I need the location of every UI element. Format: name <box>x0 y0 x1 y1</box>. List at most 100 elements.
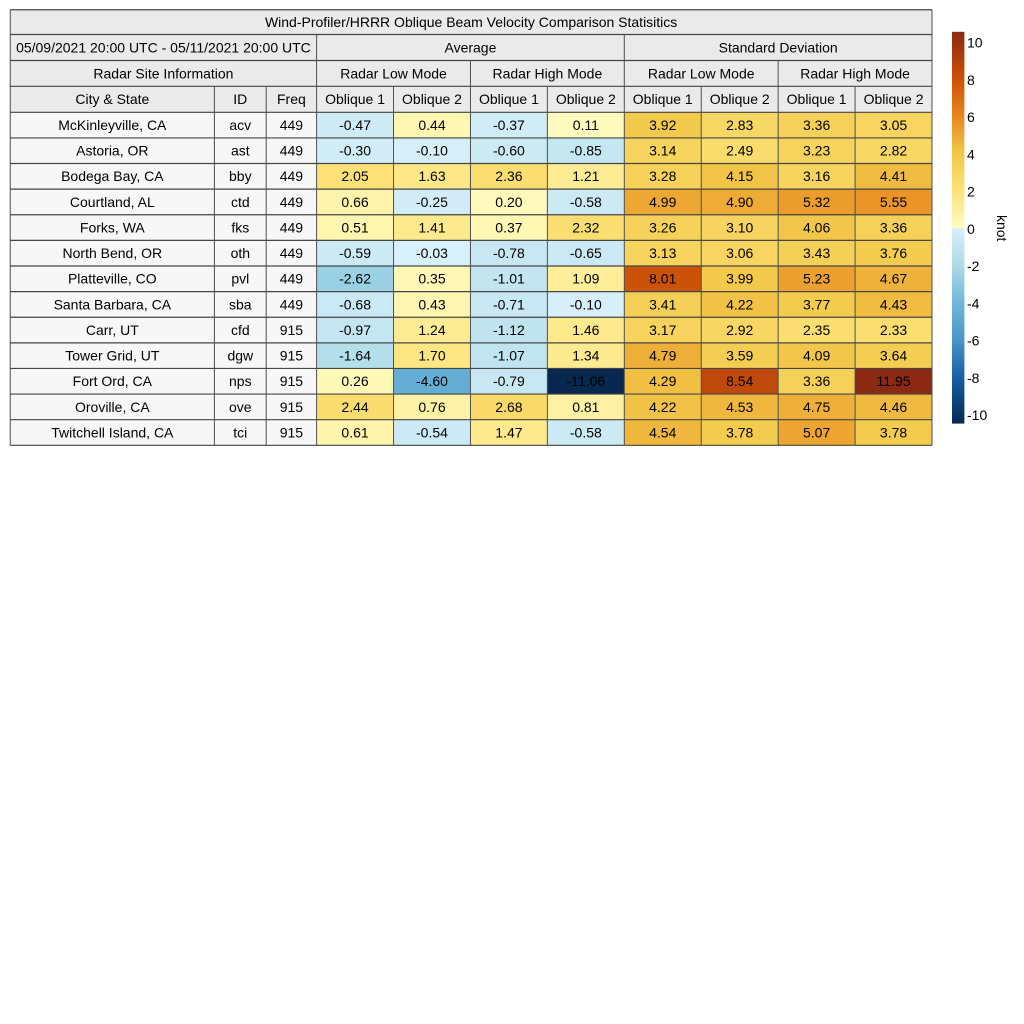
svg-text:Radar Low Mode: Radar Low Mode <box>340 65 447 81</box>
svg-text:449: 449 <box>280 168 304 184</box>
svg-text:-1.01: -1.01 <box>493 271 525 287</box>
svg-text:Twitchell Island, CA: Twitchell Island, CA <box>51 424 174 440</box>
svg-text:2.49: 2.49 <box>726 143 753 159</box>
svg-text:449: 449 <box>280 117 304 133</box>
svg-text:4.53: 4.53 <box>726 399 753 415</box>
svg-text:Oblique 2: Oblique 2 <box>864 91 924 107</box>
svg-text:bby: bby <box>229 168 252 184</box>
svg-text:1.21: 1.21 <box>572 168 599 184</box>
svg-text:8.54: 8.54 <box>726 373 753 389</box>
svg-text:3.10: 3.10 <box>726 219 753 235</box>
svg-text:-0.10: -0.10 <box>416 143 448 159</box>
svg-text:1.24: 1.24 <box>418 322 445 338</box>
svg-text:Oblique 1: Oblique 1 <box>325 91 385 107</box>
svg-text:Platteville, CO: Platteville, CO <box>68 271 157 287</box>
svg-text:0.76: 0.76 <box>418 399 445 415</box>
svg-text:3.64: 3.64 <box>880 348 907 364</box>
svg-text:Radar High Mode: Radar High Mode <box>493 65 603 81</box>
svg-text:449: 449 <box>280 245 304 261</box>
svg-text:915: 915 <box>280 322 304 338</box>
svg-text:4.22: 4.22 <box>649 399 676 415</box>
svg-text:-8: -8 <box>967 370 980 386</box>
svg-text:2.35: 2.35 <box>803 322 830 338</box>
svg-text:Santa Barbara, CA: Santa Barbara, CA <box>54 296 172 312</box>
svg-text:5.07: 5.07 <box>803 424 830 440</box>
svg-text:-2: -2 <box>967 258 980 274</box>
svg-text:4.99: 4.99 <box>649 194 676 210</box>
svg-text:ID: ID <box>233 91 247 107</box>
svg-text:1.70: 1.70 <box>418 348 445 364</box>
svg-text:acv: acv <box>229 117 251 133</box>
svg-text:-0.71: -0.71 <box>493 296 525 312</box>
svg-text:-0.30: -0.30 <box>339 143 371 159</box>
svg-text:-0.54: -0.54 <box>416 424 448 440</box>
svg-text:3.17: 3.17 <box>649 322 676 338</box>
svg-text:3.77: 3.77 <box>803 296 830 312</box>
svg-text:3.41: 3.41 <box>649 296 676 312</box>
svg-text:10: 10 <box>967 35 983 51</box>
svg-text:4.43: 4.43 <box>880 296 907 312</box>
svg-text:nps: nps <box>229 373 252 389</box>
svg-text:sba: sba <box>229 296 252 312</box>
svg-text:ctd: ctd <box>231 194 250 210</box>
svg-text:0.51: 0.51 <box>341 219 368 235</box>
svg-text:3.36: 3.36 <box>880 219 907 235</box>
svg-text:-6: -6 <box>967 333 980 349</box>
svg-text:-1.07: -1.07 <box>493 348 525 364</box>
svg-text:-0.47: -0.47 <box>339 117 371 133</box>
svg-text:0.37: 0.37 <box>495 219 522 235</box>
svg-text:-4: -4 <box>967 295 980 311</box>
svg-text:4.67: 4.67 <box>880 271 907 287</box>
svg-text:-0.78: -0.78 <box>493 245 525 261</box>
svg-text:915: 915 <box>280 348 304 364</box>
svg-text:0: 0 <box>967 221 975 237</box>
svg-text:-2.62: -2.62 <box>339 271 371 287</box>
svg-text:City & State: City & State <box>75 91 149 107</box>
svg-text:1.46: 1.46 <box>572 322 599 338</box>
svg-text:-1.64: -1.64 <box>339 348 371 364</box>
svg-text:0.81: 0.81 <box>572 399 599 415</box>
svg-text:-0.65: -0.65 <box>570 245 602 261</box>
svg-text:3.43: 3.43 <box>803 245 830 261</box>
svg-text:2.33: 2.33 <box>880 322 907 338</box>
svg-text:3.05: 3.05 <box>880 117 907 133</box>
svg-text:2.82: 2.82 <box>880 143 907 159</box>
svg-text:449: 449 <box>280 143 304 159</box>
svg-text:915: 915 <box>280 373 304 389</box>
svg-text:915: 915 <box>280 424 304 440</box>
svg-text:Radar High Mode: Radar High Mode <box>800 65 910 81</box>
svg-text:Tower Grid, UT: Tower Grid, UT <box>65 348 160 364</box>
svg-text:4: 4 <box>967 146 975 162</box>
svg-text:Oblique 1: Oblique 1 <box>479 91 539 107</box>
svg-text:-0.60: -0.60 <box>493 143 525 159</box>
svg-text:-4.60: -4.60 <box>416 373 448 389</box>
svg-text:pvl: pvl <box>231 271 249 287</box>
svg-text:3.36: 3.36 <box>803 117 830 133</box>
svg-text:5.55: 5.55 <box>880 194 907 210</box>
svg-text:Carr, UT: Carr, UT <box>86 322 139 338</box>
svg-text:3.23: 3.23 <box>803 143 830 159</box>
svg-text:4.06: 4.06 <box>803 219 830 235</box>
svg-text:3.78: 3.78 <box>880 424 907 440</box>
svg-text:2.36: 2.36 <box>495 168 522 184</box>
svg-text:2.05: 2.05 <box>341 168 368 184</box>
svg-text:McKinleyville, CA: McKinleyville, CA <box>58 117 167 133</box>
svg-text:4.29: 4.29 <box>649 373 676 389</box>
svg-text:3.59: 3.59 <box>726 348 753 364</box>
svg-text:0.44: 0.44 <box>418 117 445 133</box>
svg-text:Oblique 2: Oblique 2 <box>710 91 770 107</box>
svg-text:fks: fks <box>231 219 249 235</box>
svg-text:1.47: 1.47 <box>495 424 522 440</box>
svg-text:tci: tci <box>233 424 247 440</box>
svg-text:-0.85: -0.85 <box>570 143 602 159</box>
svg-text:3.06: 3.06 <box>726 245 753 261</box>
svg-text:oth: oth <box>231 245 250 261</box>
svg-text:-0.03: -0.03 <box>416 245 448 261</box>
svg-text:Bodega Bay, CA: Bodega Bay, CA <box>61 168 164 184</box>
svg-text:0.11: 0.11 <box>573 117 599 133</box>
svg-text:5.23: 5.23 <box>803 271 830 287</box>
svg-text:2.68: 2.68 <box>495 399 522 415</box>
svg-text:3.16: 3.16 <box>803 168 830 184</box>
svg-text:-0.97: -0.97 <box>339 322 371 338</box>
svg-text:3.14: 3.14 <box>649 143 676 159</box>
